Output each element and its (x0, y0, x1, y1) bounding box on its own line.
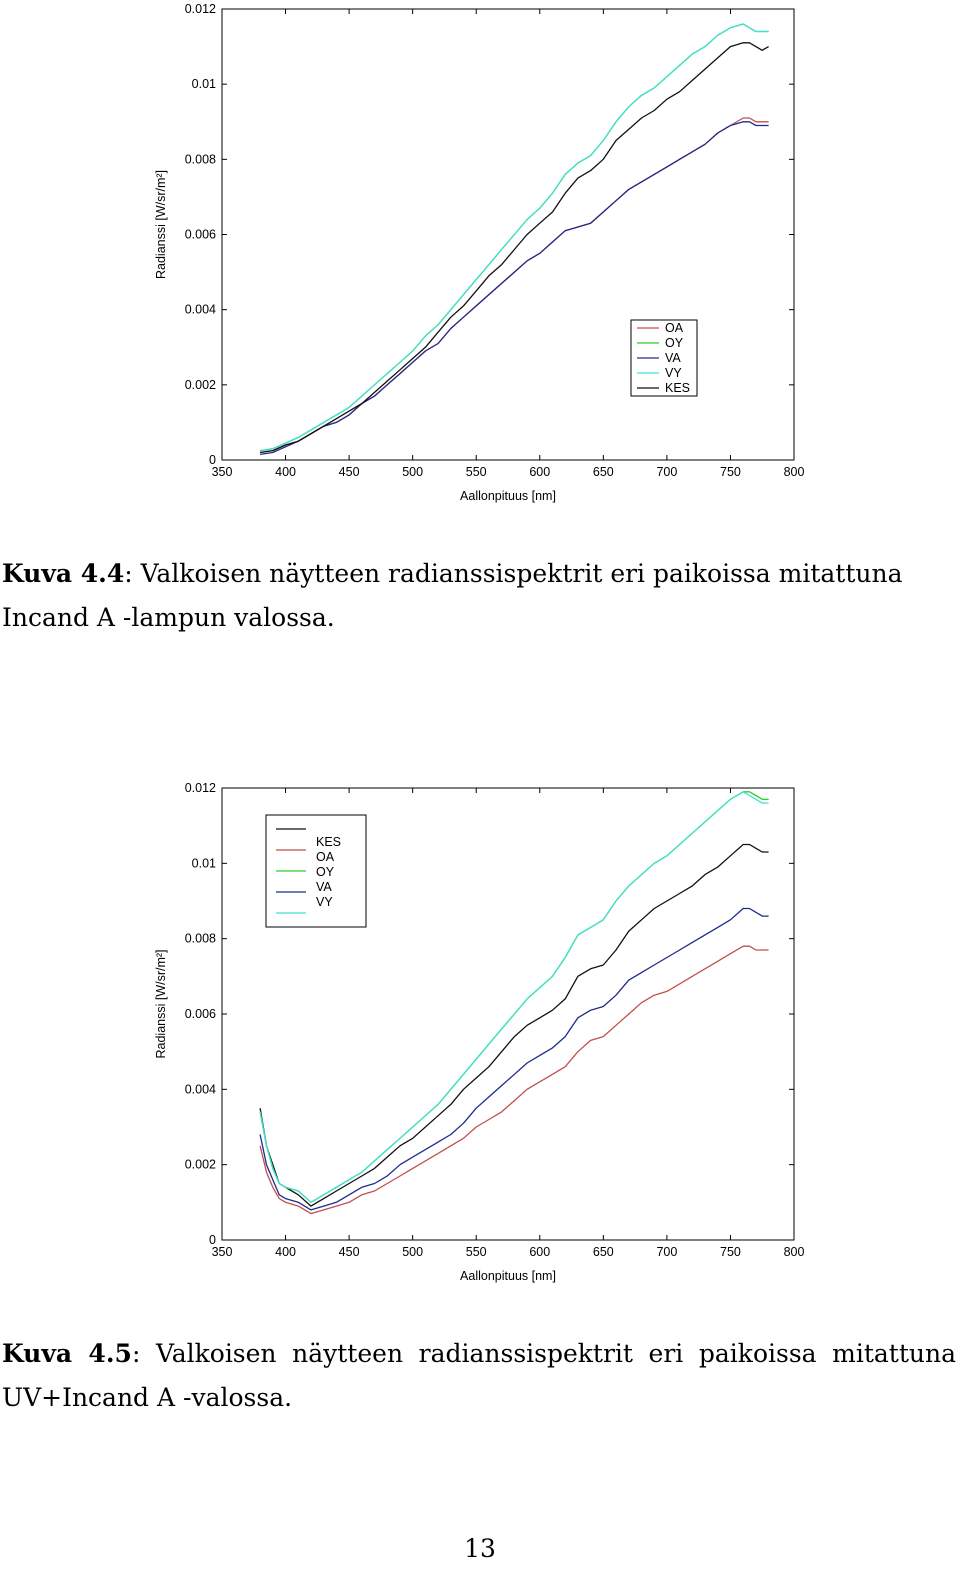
y-axis-label: Radianssi [W/sr/m²] (154, 949, 168, 1058)
chart-4-4: 350 400 450 500 550 600 650 700 750 800 0 0.002 0.00… (154, 2, 805, 503)
caption-label: Kuva 4.4 (2, 559, 125, 588)
x-tick-label: 450 (339, 465, 360, 479)
x-tick-label: 650 (593, 465, 614, 479)
x-tick-label: 350 (212, 465, 233, 479)
x-tick-label: 350 (212, 1245, 233, 1259)
x-tick-label: 600 (529, 465, 550, 479)
y-tick-label: 0.008 (185, 152, 216, 166)
x-axis-label: Aallonpituus [nm] (460, 489, 556, 503)
figure-4-5: 350 400 450 500 550 600 650 700 750 800 0 0.002 0.00… (0, 778, 960, 1298)
y-tick-label: 0.002 (185, 378, 216, 392)
x-tick-label: 800 (784, 1245, 805, 1259)
caption-text: : Valkoisen näytteen radianssispektrit e… (2, 559, 903, 632)
x-tick-label: 450 (339, 1245, 360, 1259)
legend-label: KES (316, 835, 341, 849)
x-tick-label: 700 (656, 1245, 677, 1259)
legend-label: KES (665, 381, 690, 395)
series-line-va (259, 907, 769, 1211)
x-tick-label: 800 (784, 465, 805, 479)
x-tick-label: 750 (720, 1245, 741, 1259)
series-line-oa (260, 117, 769, 454)
caption-4-5: Kuva 4.5: Valkoisen näytteen radianssisp… (2, 1332, 956, 1420)
series-line-vy (260, 23, 769, 452)
y-tick-label: 0.004 (185, 1082, 216, 1096)
legend-label: OA (316, 850, 335, 864)
x-tick-label: 500 (402, 1245, 423, 1259)
y-tick-label: 0.012 (185, 2, 216, 16)
y-tick-label: 0 (209, 453, 216, 467)
series-line-vy (259, 791, 769, 1203)
y-tick-label: 0 (209, 1233, 216, 1247)
plot-frame (221, 8, 795, 461)
caption-4-4: Kuva 4.4: Valkoisen näytteen radianssisp… (2, 552, 956, 640)
legend-label: VY (665, 366, 682, 380)
y-axis-label: Radianssi [W/sr/m²] (154, 170, 168, 279)
x-tick-label: 550 (466, 1245, 487, 1259)
legend-label: OY (665, 336, 684, 350)
x-tick-label: 400 (275, 465, 296, 479)
x-tick-label: 650 (593, 1245, 614, 1259)
series-line-va (260, 121, 769, 456)
series-line-oa (259, 945, 769, 1215)
legend-label: VY (316, 895, 333, 909)
y-tick-label: 0.004 (185, 303, 216, 317)
figure-4-4: 350 400 450 500 550 600 650 700 750 800 0 0.002 0.00… (0, 0, 960, 520)
x-tick-label: 500 (402, 465, 423, 479)
series-line-kes (259, 843, 769, 1207)
y-tick-label: 0.01 (192, 856, 216, 870)
caption-text: : Valkoisen näytteen radianssispektrit e… (2, 1339, 957, 1412)
x-tick-label: 550 (466, 465, 487, 479)
legend-label: VA (316, 880, 332, 894)
y-tick-label: 0.006 (185, 1007, 216, 1021)
page-number: 13 (464, 1534, 496, 1563)
y-tick-label: 0.002 (185, 1158, 216, 1172)
series-line-kes (260, 42, 769, 454)
y-tick-label: 0.012 (185, 781, 216, 795)
x-axis-label: Aallonpituus [nm] (460, 1269, 556, 1283)
x-tick-label: 600 (529, 1245, 550, 1259)
legend-label: VA (665, 351, 681, 365)
legend-label: OA (665, 321, 684, 335)
y-tick-label: 0.01 (192, 77, 216, 91)
x-tick-label: 400 (275, 1245, 296, 1259)
y-tick-label: 0.006 (185, 228, 216, 242)
x-tick-label: 750 (720, 465, 741, 479)
chart-4-5: 350 400 450 500 550 600 650 700 750 800 0 0.002 0.00… (154, 781, 805, 1283)
legend-label: OY (316, 865, 335, 879)
caption-label: Kuva 4.5 (2, 1339, 132, 1368)
y-tick-label: 0.008 (185, 932, 216, 946)
x-tick-label: 700 (656, 465, 677, 479)
